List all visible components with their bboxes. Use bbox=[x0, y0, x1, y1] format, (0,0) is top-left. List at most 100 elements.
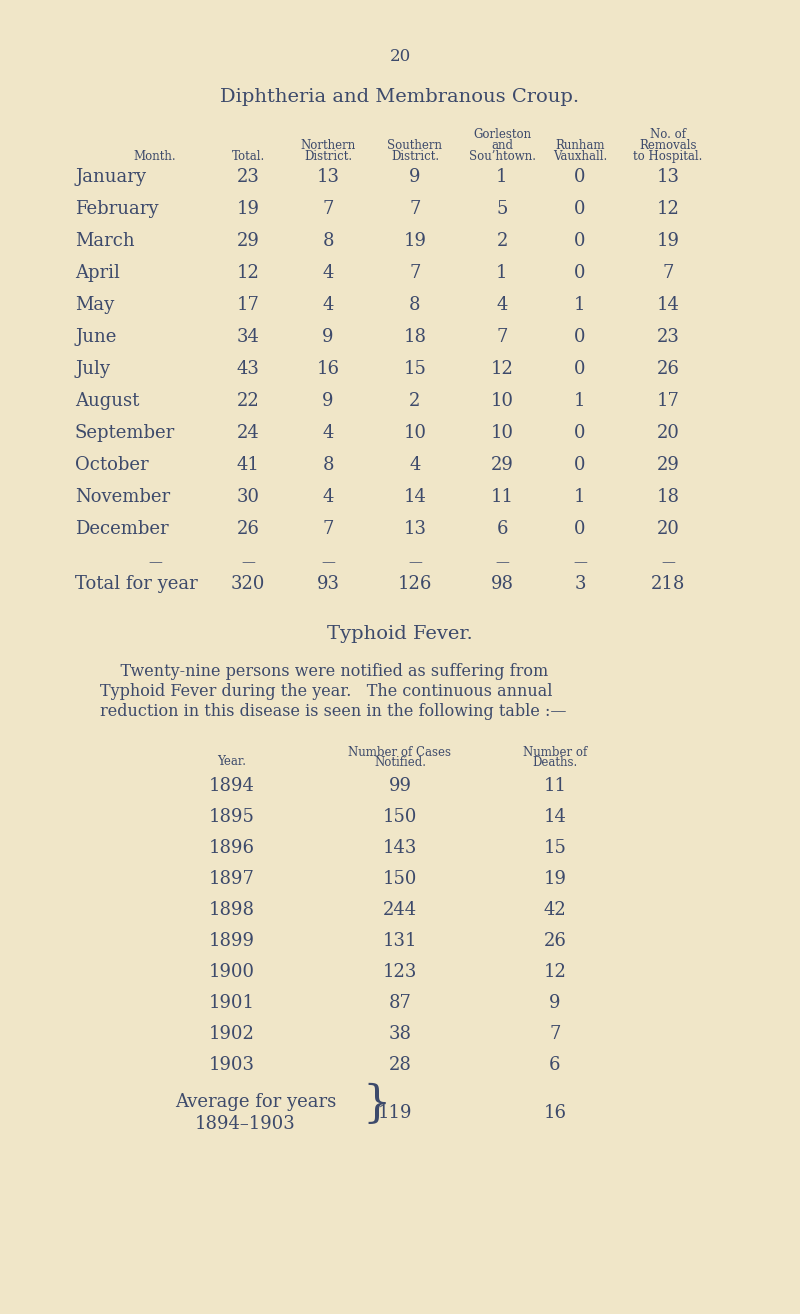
Text: 26: 26 bbox=[237, 520, 259, 537]
Text: January: January bbox=[75, 168, 146, 187]
Text: 12: 12 bbox=[490, 360, 514, 378]
Text: 11: 11 bbox=[490, 487, 514, 506]
Text: 2: 2 bbox=[410, 392, 421, 410]
Text: February: February bbox=[75, 200, 158, 218]
Text: 19: 19 bbox=[403, 233, 426, 250]
Text: 20: 20 bbox=[390, 49, 410, 64]
Text: 131: 131 bbox=[382, 932, 418, 950]
Text: 320: 320 bbox=[231, 576, 265, 593]
Text: No. of: No. of bbox=[650, 127, 686, 141]
Text: 6: 6 bbox=[496, 520, 508, 537]
Text: 1: 1 bbox=[574, 487, 586, 506]
Text: 10: 10 bbox=[490, 392, 514, 410]
Text: 0: 0 bbox=[574, 424, 586, 442]
Text: District.: District. bbox=[304, 150, 352, 163]
Text: 10: 10 bbox=[403, 424, 426, 442]
Text: 14: 14 bbox=[657, 296, 679, 314]
Text: 9: 9 bbox=[550, 993, 561, 1012]
Text: 1898: 1898 bbox=[209, 901, 255, 918]
Text: 123: 123 bbox=[383, 963, 417, 982]
Text: 16: 16 bbox=[317, 360, 339, 378]
Text: 244: 244 bbox=[383, 901, 417, 918]
Text: 4: 4 bbox=[322, 487, 334, 506]
Text: 24: 24 bbox=[237, 424, 259, 442]
Text: —: — bbox=[408, 555, 422, 569]
Text: Southern: Southern bbox=[387, 139, 442, 152]
Text: 1896: 1896 bbox=[209, 840, 255, 857]
Text: 1899: 1899 bbox=[209, 932, 255, 950]
Text: Removals: Removals bbox=[639, 139, 697, 152]
Text: 17: 17 bbox=[657, 392, 679, 410]
Text: —: — bbox=[321, 555, 335, 569]
Text: Gorleston: Gorleston bbox=[473, 127, 531, 141]
Text: Northern: Northern bbox=[300, 139, 356, 152]
Text: Total for year: Total for year bbox=[75, 576, 198, 593]
Text: 4: 4 bbox=[322, 424, 334, 442]
Text: 126: 126 bbox=[398, 576, 432, 593]
Text: 13: 13 bbox=[403, 520, 426, 537]
Text: 1901: 1901 bbox=[209, 993, 255, 1012]
Text: 0: 0 bbox=[574, 328, 586, 346]
Text: 1: 1 bbox=[574, 392, 586, 410]
Text: 14: 14 bbox=[403, 487, 426, 506]
Text: 20: 20 bbox=[657, 424, 679, 442]
Text: Vauxhall.: Vauxhall. bbox=[553, 150, 607, 163]
Text: 29: 29 bbox=[237, 233, 259, 250]
Text: 0: 0 bbox=[574, 264, 586, 283]
Text: 18: 18 bbox=[403, 328, 426, 346]
Text: 38: 38 bbox=[389, 1025, 411, 1043]
Text: 6: 6 bbox=[550, 1056, 561, 1074]
Text: 1897: 1897 bbox=[209, 870, 255, 888]
Text: 1894: 1894 bbox=[209, 777, 255, 795]
Text: 7: 7 bbox=[550, 1025, 561, 1043]
Text: 143: 143 bbox=[383, 840, 417, 857]
Text: Twenty-nine persons were notified as suffering from: Twenty-nine persons were notified as suf… bbox=[100, 664, 548, 681]
Text: 12: 12 bbox=[543, 963, 566, 982]
Text: Deaths.: Deaths. bbox=[532, 756, 578, 769]
Text: —: — bbox=[573, 555, 587, 569]
Text: Notified.: Notified. bbox=[374, 756, 426, 769]
Text: 29: 29 bbox=[657, 456, 679, 474]
Text: 23: 23 bbox=[237, 168, 259, 187]
Text: 8: 8 bbox=[322, 456, 334, 474]
Text: 18: 18 bbox=[657, 487, 679, 506]
Text: 1: 1 bbox=[496, 168, 508, 187]
Text: 17: 17 bbox=[237, 296, 259, 314]
Text: Runham: Runham bbox=[555, 139, 605, 152]
Text: July: July bbox=[75, 360, 110, 378]
Text: March: March bbox=[75, 233, 134, 250]
Text: 87: 87 bbox=[389, 993, 411, 1012]
Text: —: — bbox=[241, 555, 255, 569]
Text: Average for years: Average for years bbox=[175, 1093, 336, 1112]
Text: November: November bbox=[75, 487, 170, 506]
Text: 13: 13 bbox=[657, 168, 679, 187]
Text: 119: 119 bbox=[378, 1104, 412, 1122]
Text: 12: 12 bbox=[237, 264, 259, 283]
Text: 42: 42 bbox=[544, 901, 566, 918]
Text: 26: 26 bbox=[543, 932, 566, 950]
Text: 4: 4 bbox=[322, 264, 334, 283]
Text: 98: 98 bbox=[490, 576, 514, 593]
Text: —: — bbox=[495, 555, 509, 569]
Text: 22: 22 bbox=[237, 392, 259, 410]
Text: 4: 4 bbox=[410, 456, 421, 474]
Text: Diphtheria and Membranous Croup.: Diphtheria and Membranous Croup. bbox=[221, 88, 579, 106]
Text: Number of Cases: Number of Cases bbox=[349, 746, 451, 759]
Text: 0: 0 bbox=[574, 360, 586, 378]
Text: 5: 5 bbox=[496, 200, 508, 218]
Text: May: May bbox=[75, 296, 114, 314]
Text: 7: 7 bbox=[410, 264, 421, 283]
Text: 9: 9 bbox=[322, 392, 334, 410]
Text: 7: 7 bbox=[662, 264, 674, 283]
Text: 4: 4 bbox=[496, 296, 508, 314]
Text: Total.: Total. bbox=[231, 150, 265, 163]
Text: 14: 14 bbox=[543, 808, 566, 827]
Text: April: April bbox=[75, 264, 120, 283]
Text: September: September bbox=[75, 424, 175, 442]
Text: 8: 8 bbox=[410, 296, 421, 314]
Text: 1: 1 bbox=[574, 296, 586, 314]
Text: 1: 1 bbox=[496, 264, 508, 283]
Text: 26: 26 bbox=[657, 360, 679, 378]
Text: 9: 9 bbox=[410, 168, 421, 187]
Text: 7: 7 bbox=[322, 200, 334, 218]
